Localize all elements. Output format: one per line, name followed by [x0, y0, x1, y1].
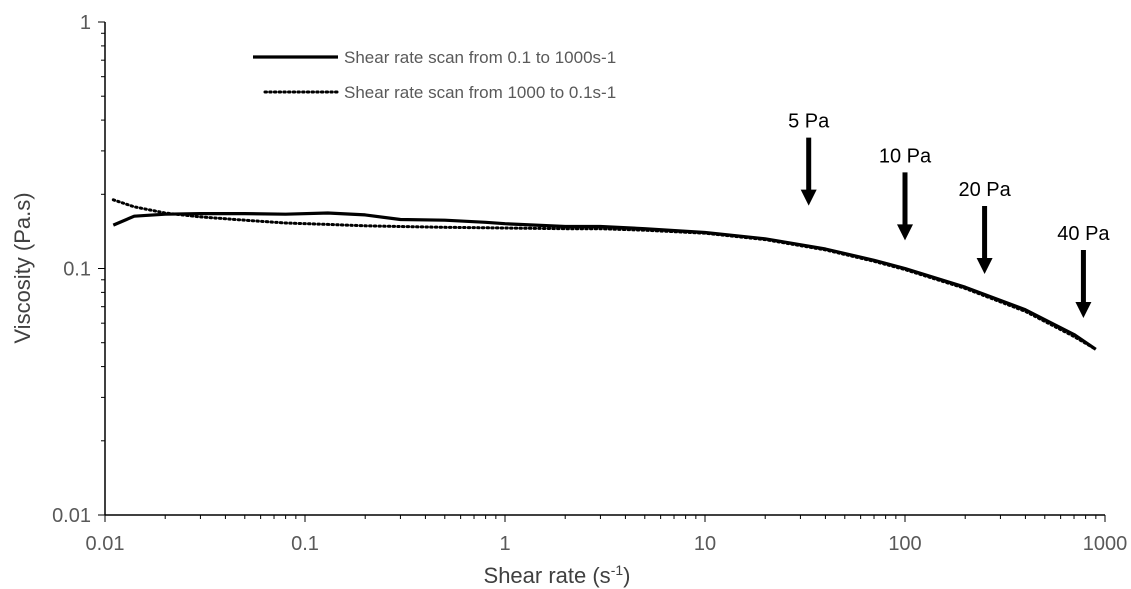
- x-tick-label: 10: [694, 533, 716, 555]
- legend-label-series-1: Shear rate scan from 0.1 to 1000s-1: [344, 48, 616, 67]
- series-layer: [111, 198, 1098, 351]
- y-axis-title: Viscosity (Pa.s): [10, 192, 35, 343]
- series-line-up-scan: [112, 211, 1097, 351]
- annotation-label: 5 Pa: [788, 111, 830, 133]
- series-line-down-scan: [111, 198, 1098, 351]
- annotation-arrow-head: [1075, 301, 1092, 318]
- annotation-label: 40 Pa: [1057, 223, 1110, 245]
- x-axis-title-sup: -1: [611, 562, 624, 578]
- annotation-arrow-head: [976, 257, 993, 274]
- x-tick-label: 1000: [1083, 533, 1128, 555]
- x-axis-title-main: Shear rate (s: [484, 563, 611, 588]
- annotation-label: 20 Pa: [958, 179, 1011, 201]
- annotation-arrow-head: [897, 224, 913, 241]
- legend: Shear rate scan from 0.1 to 1000s-1 Shea…: [253, 48, 616, 102]
- x-tick-label: 100: [888, 533, 921, 555]
- tick-marks: [98, 21, 1106, 522]
- x-tick-label: 1: [499, 533, 510, 555]
- y-tick-label: 0.1: [63, 259, 91, 281]
- x-tick-label: 0.1: [291, 533, 319, 555]
- x-axis-title-end: ): [623, 563, 630, 588]
- annotations: 5 Pa 10 Pa 20 Pa 40 Pa: [788, 111, 1110, 318]
- x-tick-label: 0.01: [86, 533, 125, 555]
- annotation-arrow-head: [800, 189, 817, 206]
- x-axis-title: Shear rate (s-1): [484, 562, 631, 588]
- y-tick-label: 0.01: [52, 505, 91, 527]
- y-tick-label: 1: [80, 12, 91, 34]
- tick-labels: 0.01 0.1 1 10 100 1000 0.01 0.1 1: [52, 12, 1127, 555]
- legend-label-series-2: Shear rate scan from 1000 to 0.1s-1: [344, 83, 616, 102]
- annotation-label: 10 Pa: [879, 145, 932, 167]
